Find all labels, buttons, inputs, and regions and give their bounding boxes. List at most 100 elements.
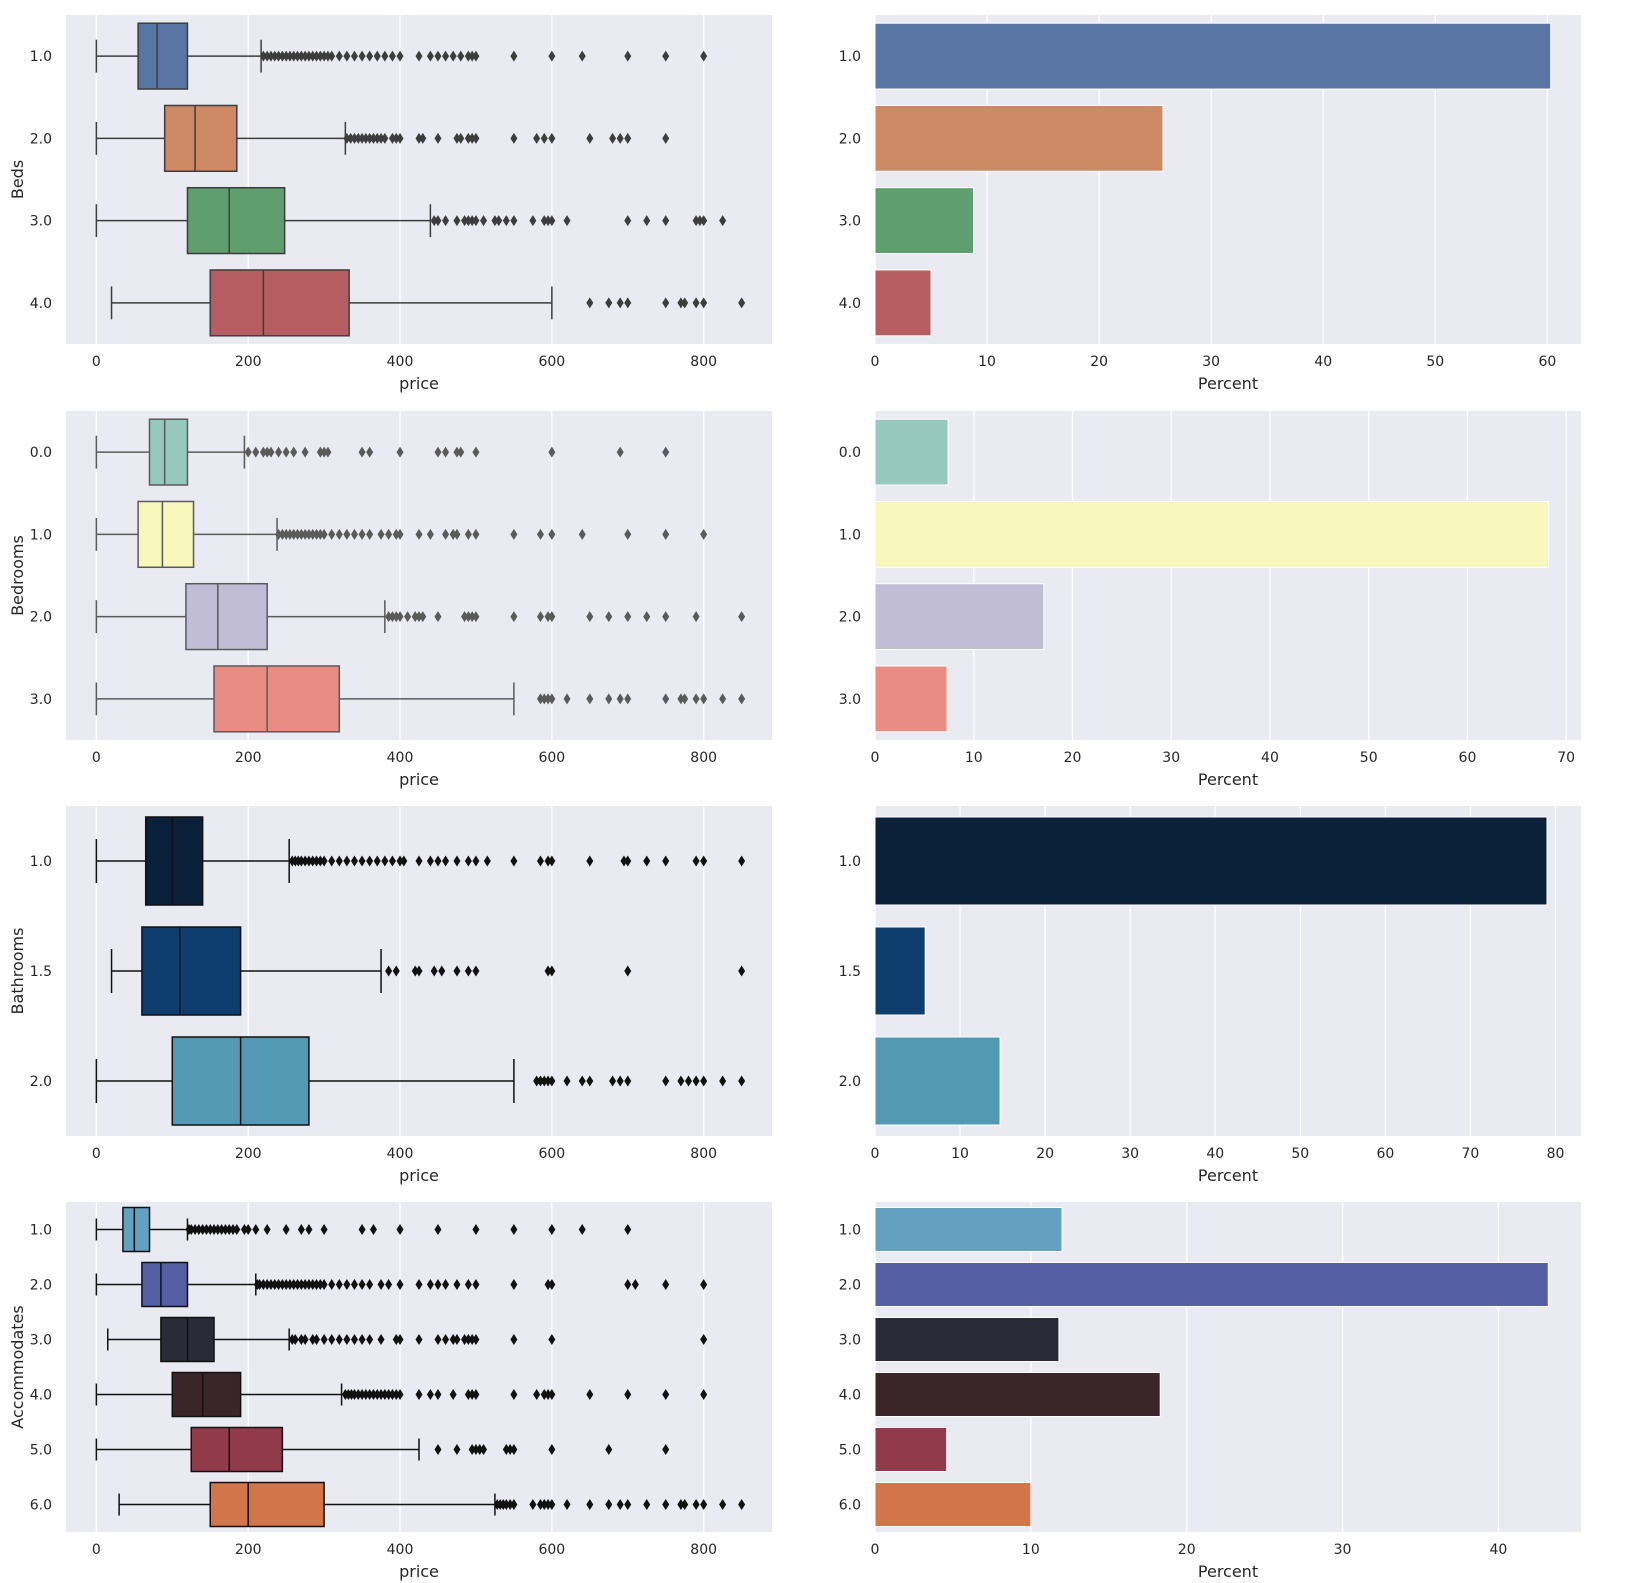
y-tick-label: 2.0 <box>30 131 52 147</box>
outlier-point <box>381 1389 389 1400</box>
box-1.5 <box>110 926 746 1016</box>
outlier-point <box>578 50 586 62</box>
outlier-point <box>548 855 556 867</box>
outlier-point <box>259 50 267 62</box>
y-tick-label: 1.0 <box>839 1223 861 1239</box>
outlier-point <box>662 855 670 867</box>
outlier-point <box>624 528 632 540</box>
bar <box>874 187 975 255</box>
bar <box>874 926 926 1016</box>
x-tick-label: 400 <box>387 1542 414 1558</box>
outlier-point <box>472 1389 480 1400</box>
outlier-point <box>548 215 556 227</box>
outlier-point <box>426 528 434 540</box>
y-tick-label: 4.0 <box>30 296 52 312</box>
outlier-point <box>419 611 427 623</box>
outlier-point <box>453 215 461 227</box>
outlier-point <box>468 215 476 227</box>
outlier-point <box>468 50 476 62</box>
outlier-point <box>369 132 377 144</box>
outlier-point <box>548 693 556 705</box>
outlier-point <box>662 297 670 309</box>
box-iqr <box>209 269 350 337</box>
outlier-point <box>426 1389 434 1400</box>
outlier-point <box>616 693 624 705</box>
outlier-point <box>343 1279 351 1290</box>
outlier-point <box>320 1279 328 1290</box>
outlier-point <box>544 965 552 977</box>
outlier-point <box>472 611 480 623</box>
y-tick-label: 1.5 <box>30 964 52 980</box>
outlier-point <box>700 855 708 867</box>
outlier-point <box>472 215 480 227</box>
outlier-point <box>218 1224 226 1235</box>
outlier-point <box>453 965 461 977</box>
outlier-point <box>419 132 427 144</box>
outlier-point <box>548 50 556 62</box>
outlier-point <box>396 611 404 623</box>
outlier-point <box>464 132 472 144</box>
outlier-point <box>662 215 670 227</box>
outlier-point <box>221 1224 229 1235</box>
outlier-point <box>438 965 446 977</box>
outlier-point <box>313 528 321 540</box>
outlier-point <box>388 611 396 623</box>
outlier-point <box>301 446 309 458</box>
outlier-point <box>719 1075 727 1087</box>
outlier-point <box>305 855 313 867</box>
box-2.0 <box>95 104 670 173</box>
bar <box>874 1207 1063 1252</box>
outlier-point <box>540 1075 548 1087</box>
outlier-point <box>548 1334 556 1345</box>
outlier-point <box>278 50 286 62</box>
outlier-point <box>366 50 374 62</box>
outlier-point <box>472 965 480 977</box>
x-tick-label: 200 <box>235 1542 262 1558</box>
outlier-point <box>540 215 548 227</box>
outlier-point <box>719 693 727 705</box>
outlier-point <box>434 50 442 62</box>
box-5.0 <box>95 1426 670 1473</box>
outlier-point <box>434 1224 442 1235</box>
outlier-point <box>533 132 541 144</box>
outlier-point <box>548 1279 556 1290</box>
outlier-point <box>244 446 252 458</box>
outlier-point <box>472 1444 480 1455</box>
x-tick-label: 50 <box>1291 1146 1309 1162</box>
box-2.0 <box>95 582 746 651</box>
outlier-point <box>677 693 685 705</box>
bar <box>874 665 948 733</box>
outlier-point <box>453 528 461 540</box>
outlier-point <box>244 1224 252 1235</box>
outlier-point <box>544 215 552 227</box>
outlier-point <box>294 528 302 540</box>
bar <box>874 269 932 337</box>
outlier-point <box>385 965 393 977</box>
outlier-point <box>286 50 294 62</box>
y-tick-label: 4.0 <box>839 1388 861 1404</box>
y-tick-label: 1.0 <box>839 854 861 870</box>
outlier-point <box>476 1444 484 1455</box>
outlier-point <box>301 855 309 867</box>
outlier-point <box>464 1334 472 1345</box>
x-tick-label: 20 <box>1036 1146 1054 1162</box>
outlier-point <box>267 446 275 458</box>
outlier-point <box>548 1499 556 1510</box>
box-3.0 <box>107 1316 708 1363</box>
bar <box>874 1482 1032 1527</box>
x-tick-label: 40 <box>1206 1146 1224 1162</box>
outlier-point <box>533 1075 541 1087</box>
outlier-point <box>738 1075 746 1087</box>
outlier-point <box>434 1334 442 1345</box>
bar <box>874 1372 1161 1417</box>
outlier-point <box>275 528 283 540</box>
outlier-point <box>624 1499 632 1510</box>
outlier-point <box>290 50 298 62</box>
plot-background <box>66 1202 772 1532</box>
outlier-point <box>320 1224 328 1235</box>
outlier-point <box>536 611 544 623</box>
outlier-point <box>415 1389 423 1400</box>
outlier-point <box>510 1224 518 1235</box>
bar <box>874 1036 1001 1126</box>
